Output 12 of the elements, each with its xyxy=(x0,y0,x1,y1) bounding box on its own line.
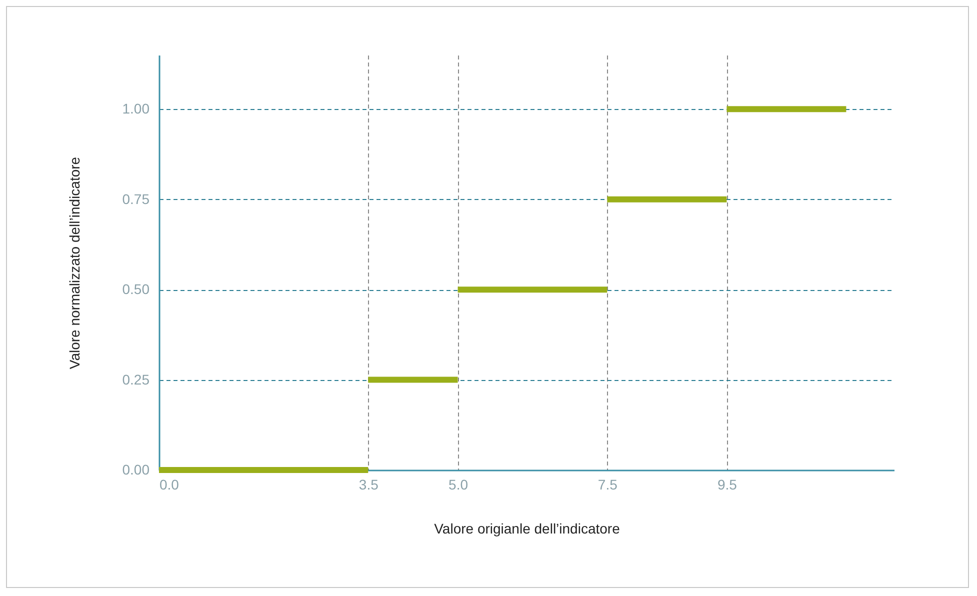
x-tick-label: 5.0 xyxy=(448,476,468,492)
x-tick-label: 9.5 xyxy=(717,476,738,492)
y-tick-label: 0.00 xyxy=(122,462,150,478)
x-tick-label: 0.0 xyxy=(160,476,180,492)
y-tick-label: 1.00 xyxy=(122,100,150,117)
y-axis-title: Valore normalizzato dell’indicatore xyxy=(66,156,82,370)
x-tick-label: 3.5 xyxy=(358,476,379,492)
x-axis-title: Valore origianle dell’indicatore xyxy=(434,520,620,536)
y-tick-label: 0.25 xyxy=(122,371,150,388)
y-tick-label: 0.50 xyxy=(122,281,150,298)
x-tick-label: 7.5 xyxy=(598,476,618,492)
y-tick-label: 0.75 xyxy=(122,190,150,207)
